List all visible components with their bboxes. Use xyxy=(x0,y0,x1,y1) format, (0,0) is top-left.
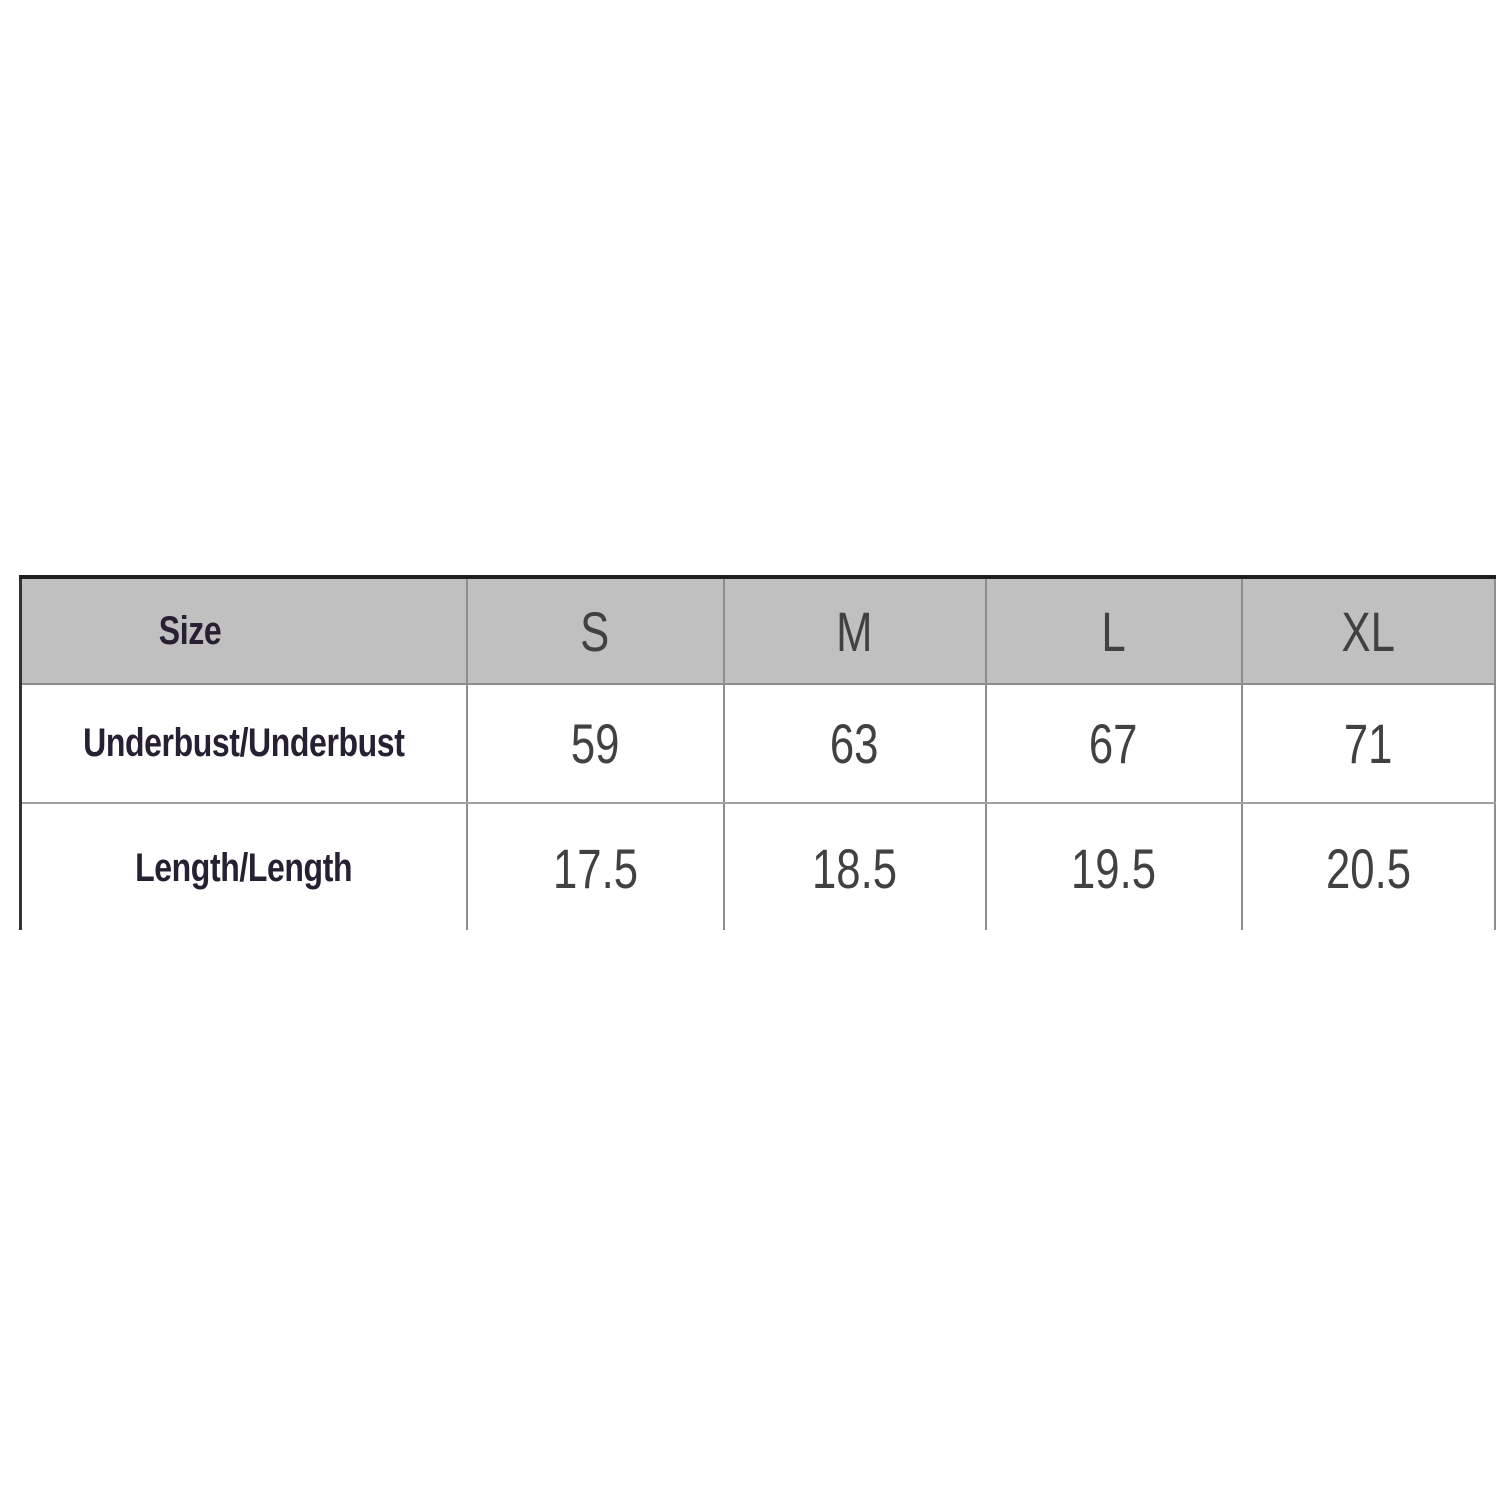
header-cell-s: S xyxy=(466,577,725,685)
size-chart: Size S M L XL xyxy=(19,575,1497,930)
underbust-xl-value: 71 xyxy=(1343,712,1393,775)
length-row-label: Length/Length xyxy=(135,846,353,890)
value-cell: 67 xyxy=(985,684,1243,804)
length-m-value: 18.5 xyxy=(811,837,898,900)
size-table: Size S M L XL xyxy=(19,575,1496,930)
value-cell: 19.5 xyxy=(985,803,1243,930)
header-cell-m: M xyxy=(723,577,987,685)
size-s-header: S xyxy=(580,599,610,663)
row-label-cell: Underbust/Underbust xyxy=(20,684,468,804)
underbust-m-value: 63 xyxy=(830,712,879,775)
table-header-row: Size S M L XL xyxy=(20,577,1495,685)
size-column-header: Size xyxy=(158,608,222,653)
size-m-header: M xyxy=(836,599,873,663)
value-cell: 71 xyxy=(1241,684,1495,804)
value-cell: 59 xyxy=(466,684,725,804)
underbust-l-value: 67 xyxy=(1089,712,1138,775)
value-cell: 18.5 xyxy=(723,803,987,930)
length-xl-value: 20.5 xyxy=(1325,837,1411,900)
table-row-underbust: Underbust/Underbust 59 63 67 71 xyxy=(20,684,1495,804)
size-l-header: L xyxy=(1101,599,1126,663)
underbust-s-value: 59 xyxy=(570,712,620,775)
size-xl-header: XL xyxy=(1341,599,1395,663)
row-label-cell: Length/Length xyxy=(20,803,468,930)
value-cell: 17.5 xyxy=(466,803,725,930)
underbust-row-label: Underbust/Underbust xyxy=(83,721,405,765)
header-cell-size: Size xyxy=(20,577,468,685)
header-cell-l: L xyxy=(985,577,1243,685)
length-l-value: 19.5 xyxy=(1070,837,1157,900)
length-s-value: 17.5 xyxy=(552,837,638,900)
table-row-length: Length/Length 17.5 18.5 19.5 20.5 xyxy=(20,803,1495,930)
value-cell: 63 xyxy=(723,684,987,804)
value-cell: 20.5 xyxy=(1241,803,1495,930)
header-cell-xl: XL xyxy=(1241,577,1495,685)
